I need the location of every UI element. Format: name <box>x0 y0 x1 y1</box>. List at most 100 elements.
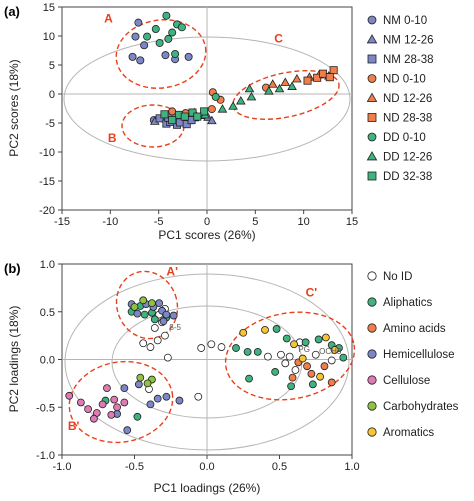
panel-b-point-no-id <box>277 350 285 359</box>
panel-b-point-hemicellulose <box>169 311 178 320</box>
panel-b-point-aromatics <box>261 325 269 334</box>
panel-b-point-hemicellulose <box>175 396 184 405</box>
panel-b-point-cellulose <box>65 391 74 400</box>
panel-a-series-nd-28-38 <box>303 66 338 85</box>
panel-b-point-no-id <box>263 352 272 361</box>
panel-a-point-dd-0-10 <box>177 23 186 32</box>
panel-b-series-no-id <box>139 304 336 401</box>
panel-b-series-hemicellulose <box>113 299 184 435</box>
panel-a-point-nm-0-10 <box>131 32 140 41</box>
panel-b-point-aliphatics <box>133 412 142 421</box>
panel-a-point-dd-32-38 <box>160 110 169 119</box>
panel-b-point-cellulose <box>107 410 116 419</box>
panel-b-x-tick-label: -0.5 <box>125 461 144 473</box>
panel-a-point-dd-0-10 <box>211 92 220 101</box>
panel-a-point-nd-28-38 <box>303 76 312 85</box>
panel-a-point-nd-28-38 <box>318 69 327 78</box>
panel-a-y-axis-label: PC2 scores (18%) <box>7 59 21 156</box>
panel-a-point-dd-0-10 <box>151 25 160 34</box>
panel-a-y-tick-label: 15 <box>43 2 55 14</box>
panel-b-point-cellulose <box>76 398 85 407</box>
panel-b-cluster-c-ellipse <box>224 311 356 401</box>
panel-b-point-hemicellulose <box>153 394 162 403</box>
panel-b-y-tick-label: 1.0 <box>40 259 55 271</box>
panel-a-point-dd-32-38 <box>188 108 197 117</box>
panel-b-point-cellulose <box>113 403 121 412</box>
panel-b-point-no-id <box>153 336 162 345</box>
panel-b-point-carbohydrates <box>136 373 145 382</box>
panel-a-y-tick-label: 0 <box>49 89 55 101</box>
panel-b-legend-marker-aromatics <box>367 427 377 437</box>
panel-b-point-no-id <box>197 344 206 352</box>
panel-b-point-no-id <box>161 331 169 340</box>
panel-b-annotation: PG <box>298 345 310 354</box>
panel-b-point-hemicellulose <box>162 392 171 401</box>
panel-a-point-nd-12-26 <box>267 79 278 88</box>
panel-b-point-aliphatics <box>253 347 262 356</box>
panel-b-point-amino-acids <box>320 362 329 371</box>
panel-a-x-tick-label: -10 <box>102 216 118 228</box>
panel-b-legend-label-carbohydrates: Carbohydrates <box>383 401 459 413</box>
panel-b-annotation: OCH3 <box>319 347 342 356</box>
panel-a-legend-marker-nd-28-38 <box>367 113 377 122</box>
panel-b-point-aliphatics <box>314 335 323 344</box>
panel-a-point-nd-12-26 <box>292 73 302 83</box>
panel-a-x-tick-label: -15 <box>54 216 70 228</box>
panel-a-x-tick-label: 15 <box>346 216 358 228</box>
panel-a-point-nd-12-26 <box>280 77 291 86</box>
panel-a-point-dd-0-10 <box>168 28 177 37</box>
panel-b-legend-marker-amino-acids <box>367 323 377 333</box>
panel-b-legend-label-cellulose: Cellulose <box>383 375 430 387</box>
panel-a-point-nd-0-10 <box>168 107 177 116</box>
panel-a-y-tick-label: 10 <box>43 31 55 43</box>
panel-a-point-nm-28-38 <box>155 114 164 123</box>
panel-a-y-tick-label: -15 <box>39 176 55 188</box>
panel-b-point-aliphatics <box>150 315 159 324</box>
panel-b-y-tick-label: -1.0 <box>36 450 55 462</box>
panel-b-point-aliphatics <box>140 310 149 319</box>
panel-b-legend-label-amino-acids: Amino acids <box>383 323 446 335</box>
panel-a-x-axis-label: PC1 scores (26%) <box>158 228 255 242</box>
panel-b-point-hemicellulose <box>159 317 168 326</box>
panel-b-point-no-id <box>146 343 155 351</box>
panel-b-point-aliphatics <box>308 380 317 389</box>
panel-b-point-no-id <box>207 340 216 349</box>
panel-b-y-tick-label: 0.0 <box>40 355 55 367</box>
panel-b-annotations: β-5 PG OCH3 <box>169 323 342 356</box>
panel-b-point-no-id <box>311 350 320 359</box>
panel-b-point-cellulose <box>110 395 119 404</box>
panel-a-point-dd-0-10 <box>155 38 164 47</box>
panel-a-point-dd-12-26 <box>244 83 255 93</box>
panel-b-point-cellulose <box>98 400 107 409</box>
panel-a-legend-label-nd-12-26: ND 12-26 <box>383 93 432 105</box>
panel-a-legend-label-dd-12-26: DD 12-26 <box>383 152 432 164</box>
panel-b-point-carbohydrates <box>147 299 156 308</box>
panel-b-point-hemicellulose <box>162 310 171 319</box>
panel-b-points <box>65 296 348 435</box>
panel-a-y-tick-label: -20 <box>39 205 55 217</box>
panel-a-legend-marker-nd-12-26 <box>366 92 378 102</box>
panel-b-y-tick-label: -0.5 <box>36 402 55 414</box>
panel-b-point-aromatics <box>316 372 325 381</box>
panel-b-cluster-b-ellipse <box>68 360 174 444</box>
panel-b-annotation: β-5 <box>169 323 181 332</box>
panel-a-legend-marker-dd-32-38 <box>367 171 377 181</box>
panel-b-series-amino-acids <box>288 358 336 387</box>
panel-b-point-cellulose <box>103 384 111 393</box>
panel-b-point-aliphatics <box>243 347 252 356</box>
panel-a-y-tick-label: -5 <box>45 118 55 130</box>
panel-b-legend-label-aliphatics: Aliphatics <box>383 297 432 309</box>
panel-b-loadings-plot: (b) -1.0 -0.5 0.0 0.5 1.0 -1.0 -0.5 0.0 0.5 1.0 A… <box>4 259 459 495</box>
panel-b-outer-ellipse <box>64 273 350 451</box>
panel-b-point-aliphatics <box>245 374 253 383</box>
panel-b-series-aromatics <box>239 325 339 381</box>
panel-b-point-aromatics <box>290 340 298 349</box>
panel-a-point-nd-0-10 <box>207 105 216 114</box>
panel-b-legend-marker-no-id <box>367 271 377 281</box>
panel-a-point-dd-12-26 <box>236 96 246 105</box>
panel-b-legend-label-aromatics: Aromatics <box>383 427 434 439</box>
panel-a-point-dd-32-38 <box>200 107 209 116</box>
panel-a-group-label: B <box>108 131 117 145</box>
panel-a-point-nm-0-10 <box>161 51 170 60</box>
